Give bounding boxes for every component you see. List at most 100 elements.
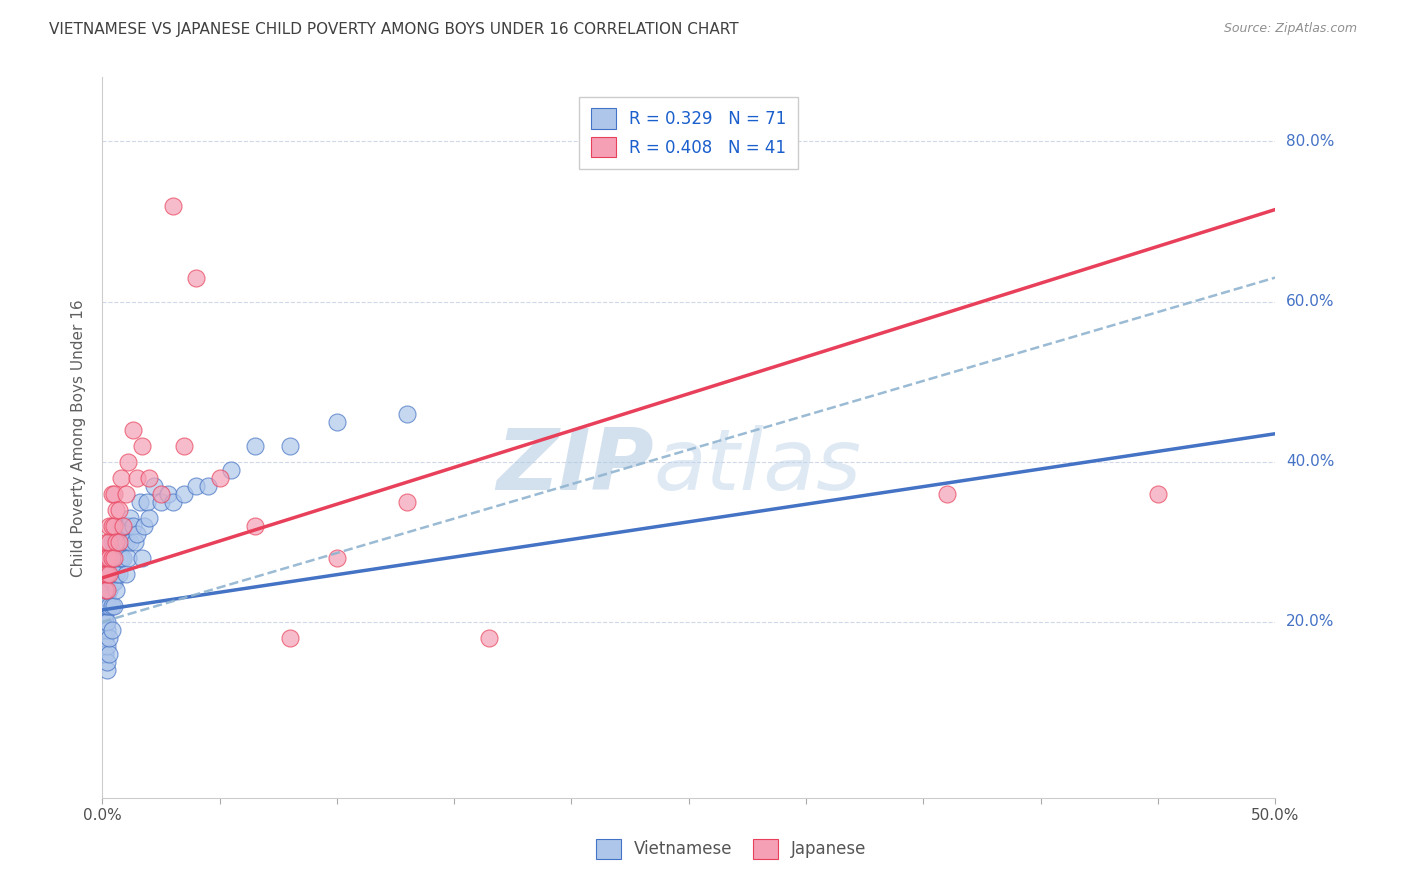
- Point: [117, 518, 139, 533]
- Point: [326, 550, 349, 565]
- Point: [243, 439, 266, 453]
- Point: [105, 550, 128, 565]
- Point: [105, 566, 128, 581]
- Text: 20.0%: 20.0%: [1286, 615, 1334, 630]
- Point: [1147, 487, 1170, 501]
- Point: [98, 558, 121, 573]
- Point: [100, 550, 122, 565]
- Point: [96, 655, 118, 669]
- Point: [114, 487, 136, 501]
- Point: [93, 647, 115, 661]
- Point: [127, 526, 149, 541]
- Point: [184, 479, 207, 493]
- Point: [197, 479, 219, 493]
- Point: [100, 623, 122, 637]
- Point: [278, 631, 301, 645]
- Point: [149, 495, 172, 509]
- Point: [120, 511, 142, 525]
- Point: [114, 534, 136, 549]
- Point: [96, 663, 118, 677]
- Point: [110, 518, 132, 533]
- Point: [100, 487, 122, 501]
- Point: [93, 599, 115, 613]
- Point: [93, 615, 115, 629]
- Point: [396, 495, 419, 509]
- Point: [107, 566, 129, 581]
- Point: [117, 550, 139, 565]
- Point: [93, 607, 115, 621]
- Point: [105, 582, 128, 597]
- Point: [96, 599, 118, 613]
- Point: [107, 503, 129, 517]
- Point: [173, 487, 195, 501]
- Point: [131, 550, 153, 565]
- Point: [128, 495, 150, 509]
- Point: [107, 534, 129, 549]
- Point: [98, 550, 121, 565]
- Point: [117, 455, 139, 469]
- Text: 40.0%: 40.0%: [1286, 454, 1334, 469]
- Point: [156, 487, 179, 501]
- Point: [184, 270, 207, 285]
- Point: [103, 599, 125, 613]
- Point: [112, 534, 135, 549]
- Point: [110, 550, 132, 565]
- Point: [96, 582, 118, 597]
- Text: ZIP: ZIP: [496, 425, 654, 508]
- Point: [98, 566, 121, 581]
- Point: [124, 534, 146, 549]
- Text: atlas: atlas: [654, 425, 862, 508]
- Point: [121, 423, 143, 437]
- Point: [162, 495, 184, 509]
- Point: [100, 550, 122, 565]
- Point: [103, 534, 125, 549]
- Point: [112, 550, 135, 565]
- Point: [326, 415, 349, 429]
- Point: [134, 518, 156, 533]
- Text: Source: ZipAtlas.com: Source: ZipAtlas.com: [1223, 22, 1357, 36]
- Point: [96, 566, 118, 581]
- Point: [103, 518, 125, 533]
- Point: [96, 582, 118, 597]
- Point: [96, 550, 118, 565]
- Y-axis label: Child Poverty Among Boys Under 16: Child Poverty Among Boys Under 16: [72, 299, 86, 576]
- Point: [93, 550, 115, 565]
- Point: [208, 471, 231, 485]
- Legend: R = 0.329   N = 71, R = 0.408   N = 41: R = 0.329 N = 71, R = 0.408 N = 41: [579, 96, 799, 169]
- Point: [103, 550, 125, 565]
- Point: [105, 503, 128, 517]
- Point: [142, 479, 165, 493]
- Text: VIETNAMESE VS JAPANESE CHILD POVERTY AMONG BOYS UNDER 16 CORRELATION CHART: VIETNAMESE VS JAPANESE CHILD POVERTY AMO…: [49, 22, 738, 37]
- Point: [100, 599, 122, 613]
- Point: [478, 631, 501, 645]
- Point: [100, 518, 122, 533]
- Point: [98, 631, 121, 645]
- Point: [935, 487, 957, 501]
- Point: [96, 591, 118, 605]
- Point: [219, 463, 242, 477]
- Point: [93, 631, 115, 645]
- Point: [103, 542, 125, 557]
- Text: 80.0%: 80.0%: [1286, 134, 1334, 149]
- Point: [149, 487, 172, 501]
- Point: [105, 534, 128, 549]
- Point: [107, 550, 129, 565]
- Point: [98, 534, 121, 549]
- Point: [103, 558, 125, 573]
- Point: [112, 518, 135, 533]
- Point: [121, 518, 143, 533]
- Point: [114, 566, 136, 581]
- Point: [98, 550, 121, 565]
- Point: [396, 407, 419, 421]
- Point: [138, 511, 160, 525]
- Point: [96, 534, 118, 549]
- Point: [110, 471, 132, 485]
- Point: [278, 439, 301, 453]
- Point: [100, 558, 122, 573]
- Point: [114, 518, 136, 533]
- Point: [98, 518, 121, 533]
- Point: [98, 647, 121, 661]
- Point: [93, 566, 115, 581]
- Point: [96, 639, 118, 653]
- Point: [162, 198, 184, 212]
